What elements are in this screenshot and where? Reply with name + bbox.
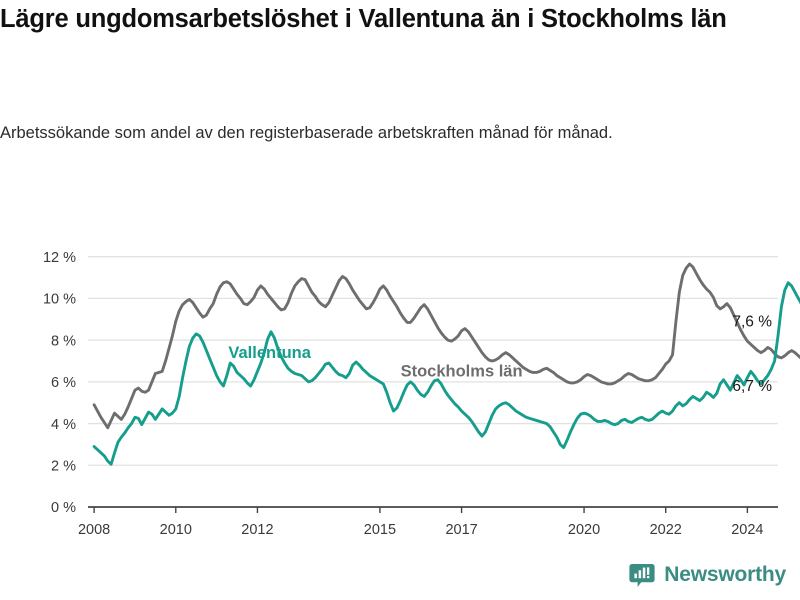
end-value-label: 6,7 % xyxy=(732,378,772,395)
y-axis-tick-label: 2 % xyxy=(51,458,76,474)
y-axis-tick-label: 8 % xyxy=(51,333,76,349)
page-title: Lägre ungdomsarbetslöshet i Vallentuna ä… xyxy=(0,5,727,33)
x-axis-tick-label: 2017 xyxy=(445,522,477,534)
y-axis-tick-label: 10 % xyxy=(43,292,76,308)
end-value-label: 7,6 % xyxy=(732,313,772,330)
bar-chart-bubble-icon xyxy=(629,562,655,588)
y-axis-tick-label: 4 % xyxy=(51,417,76,433)
x-axis-tick-label: 2024 xyxy=(731,522,763,534)
series-label: Vallentuna xyxy=(228,344,311,362)
x-axis-tick-label: 2012 xyxy=(241,522,273,534)
chart-subtitle: Arbetssökande som andel av den registerb… xyxy=(0,124,613,142)
x-axis-tick-label: 2015 xyxy=(364,522,396,534)
x-axis-tick-label: 2022 xyxy=(650,522,682,534)
brand-name: Newsworthy xyxy=(664,563,786,586)
y-axis-tick-label: 6 % xyxy=(51,375,76,391)
series-label: Stockholms län xyxy=(401,363,523,381)
x-axis-tick-label: 2008 xyxy=(78,522,110,534)
series-line xyxy=(92,262,800,430)
line-chart: 0 % 2 % 4 % 6 % 8 % 10 % 12 % 2008 2010 2012 2015 2… xyxy=(43,250,800,534)
x-axis-tick-label: 2010 xyxy=(160,522,192,534)
y-axis-tick-label: 12 % xyxy=(43,250,76,266)
series-line xyxy=(92,281,800,466)
x-axis-tick-label: 2020 xyxy=(568,522,600,534)
footer-brand: Newsworthy xyxy=(629,562,786,588)
y-axis-tick-label: 0 % xyxy=(51,500,76,516)
chart-container: 0 % 2 % 4 % 6 % 8 % 10 % 12 % 2008 2010 2012 2015 2… xyxy=(0,214,800,534)
